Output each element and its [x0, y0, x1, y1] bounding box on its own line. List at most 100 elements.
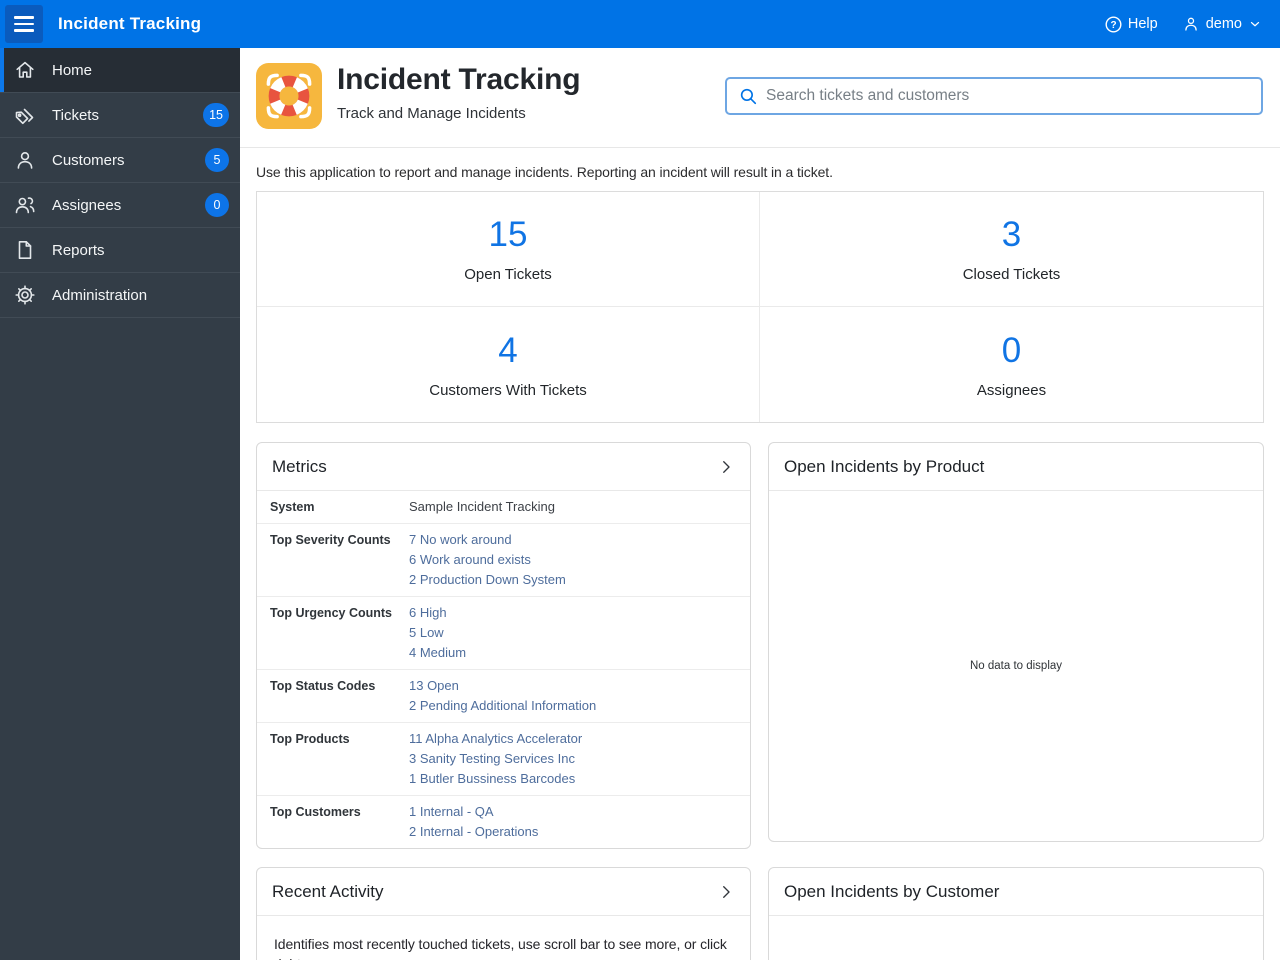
- customers-count-badge: 5: [205, 148, 229, 172]
- sidebar-item-label: Administration: [52, 286, 148, 304]
- metric-label: System: [270, 500, 315, 514]
- search-box: [725, 77, 1263, 115]
- metric-link[interactable]: 13 Open: [409, 678, 459, 693]
- metric-label: Top Customers: [270, 805, 361, 819]
- metric-link[interactable]: 5 Low: [409, 625, 444, 640]
- metric-link[interactable]: 2 Internal - Operations: [409, 824, 539, 839]
- assignees-count-badge: 0: [205, 193, 229, 217]
- metric-link[interactable]: 1 Butler Bussiness Barcodes: [409, 771, 576, 786]
- open-incidents-by-customer-card: Open Incidents by Customer: [768, 867, 1264, 960]
- no-data-message: No data to display: [969, 660, 1063, 672]
- metrics-card: Metrics System Sample Incident Tracking …: [256, 442, 751, 849]
- metric-link[interactable]: 3 Sanity Testing Services Inc: [409, 751, 575, 766]
- metric-label: Top Products: [270, 732, 350, 746]
- gear-icon: [13, 283, 37, 307]
- sidebar-item-reports[interactable]: Reports: [0, 228, 240, 273]
- help-link[interactable]: ? Help: [1105, 15, 1158, 33]
- product-chart-body: No data to display: [769, 491, 1263, 841]
- metric-link[interactable]: 4 Medium: [409, 645, 467, 660]
- main-area: Incident Tracking Track and Manage Incid…: [240, 48, 1280, 960]
- tickets-tags-icon: [13, 103, 37, 127]
- topbar-right-group: ? Help demo: [1105, 15, 1262, 33]
- card-title: Recent Activity: [272, 881, 384, 901]
- metrics-card-header: Metrics: [257, 443, 750, 491]
- search-input[interactable]: [766, 79, 1261, 113]
- chevron-right-icon[interactable]: [717, 458, 735, 476]
- metric-link[interactable]: 2 Pending Additional Information: [409, 698, 597, 713]
- metrics-row-system: System Sample Incident Tracking: [257, 491, 750, 524]
- assignees-people-icon: [13, 193, 37, 217]
- user-icon: [1182, 15, 1200, 33]
- sidebar-item-administration[interactable]: Administration: [0, 273, 240, 318]
- stat-label: Customers With Tickets: [429, 381, 587, 399]
- card-title: Open Incidents by Product: [784, 456, 985, 476]
- recent-activity-body: Identifies most recently touched tickets…: [257, 916, 750, 960]
- app-header: Incident Tracking Track and Manage Incid…: [240, 48, 1280, 148]
- metric-link[interactable]: 6 Work around exists: [409, 552, 531, 567]
- stat-label: Assignees: [976, 381, 1047, 399]
- sidebar: Home Tickets 15 Customers 5: [0, 48, 240, 960]
- help-icon: ?: [1105, 15, 1122, 33]
- stat-closed-tickets[interactable]: 3 Closed Tickets: [760, 192, 1263, 307]
- sidebar-item-label: Customers: [52, 151, 125, 169]
- stat-open-tickets[interactable]: 15 Open Tickets: [257, 192, 760, 307]
- sidebar-item-label: Assignees: [52, 196, 122, 214]
- tickets-count-badge: 15: [203, 103, 229, 127]
- metrics-row-urgency: Top Urgency Counts 6 High 5 Low 4 Medium: [257, 597, 750, 670]
- sidebar-item-assignees[interactable]: Assignees 0: [0, 183, 240, 228]
- customer-chart-body: [769, 916, 1263, 960]
- sidebar-item-tickets[interactable]: Tickets 15: [0, 93, 240, 138]
- metric-label: Top Urgency Counts: [270, 606, 392, 620]
- sidebar-item-label: Tickets: [52, 106, 99, 124]
- card-title: Open Incidents by Customer: [784, 881, 1000, 901]
- search-icon: [738, 86, 758, 106]
- report-document-icon: [13, 238, 37, 262]
- customer-chart-header: Open Incidents by Customer: [769, 868, 1263, 916]
- metric-value: Sample Incident Tracking: [409, 499, 555, 514]
- metrics-row-severity: Top Severity Counts 7 No work around 6 W…: [257, 524, 750, 597]
- card-title: Metrics: [272, 456, 327, 476]
- sidebar-item-label: Reports: [52, 241, 105, 259]
- customer-person-icon: [13, 148, 37, 172]
- metric-link[interactable]: 6 High: [409, 605, 447, 620]
- chevron-right-icon[interactable]: [717, 883, 735, 901]
- app-title-block: Incident Tracking Track and Manage Incid…: [337, 63, 581, 122]
- metric-link[interactable]: 7 No work around: [409, 532, 512, 547]
- stat-value[interactable]: 0: [1001, 330, 1022, 370]
- metric-link[interactable]: 11 Alpha Analytics Accelerator: [409, 731, 583, 746]
- user-label: demo: [1205, 16, 1242, 32]
- summary-stats-panel: 15 Open Tickets 3 Closed Tickets 4 Custo…: [256, 191, 1264, 423]
- content: Use this application to report and manag…: [240, 148, 1280, 960]
- topbar-app-title: Incident Tracking: [58, 14, 202, 33]
- hamburger-menu-button[interactable]: [5, 5, 43, 43]
- svg-text:?: ?: [1110, 20, 1116, 31]
- metric-label: Top Severity Counts: [270, 533, 391, 547]
- metrics-row-customers: Top Customers 1 Internal - QA 2 Internal…: [257, 796, 750, 848]
- stat-label: Closed Tickets: [962, 266, 1061, 283]
- product-chart-header: Open Incidents by Product: [769, 443, 1263, 491]
- sidebar-item-home[interactable]: Home: [0, 48, 240, 93]
- page-subtitle: Track and Manage Incidents: [337, 105, 526, 122]
- stat-customers-with-tickets[interactable]: 4 Customers With Tickets: [257, 307, 760, 422]
- intro-text: Use this application to report and manag…: [256, 164, 833, 180]
- metrics-row-products: Top Products 11 Alpha Analytics Accelera…: [257, 723, 750, 796]
- stat-assignees[interactable]: 0 Assignees: [760, 307, 1263, 422]
- home-icon: [13, 58, 37, 82]
- open-incidents-by-product-card: Open Incidents by Product No data to dis…: [768, 442, 1264, 842]
- stat-value[interactable]: 4: [498, 330, 518, 370]
- metric-link[interactable]: 1 Internal - QA: [409, 804, 494, 819]
- recent-activity-description: Identifies most recently touched tickets…: [274, 936, 727, 960]
- sidebar-item-customers[interactable]: Customers 5: [0, 138, 240, 183]
- page-title: Incident Tracking: [337, 63, 581, 96]
- stat-value[interactable]: 15: [488, 215, 528, 254]
- stat-value[interactable]: 3: [1001, 215, 1022, 254]
- top-bar: Incident Tracking ? Help demo: [0, 0, 1280, 48]
- stat-label: Open Tickets: [464, 266, 552, 283]
- sidebar-item-label: Home: [52, 61, 93, 79]
- metric-label: Top Status Codes: [270, 679, 376, 693]
- help-label: Help: [1127, 16, 1158, 32]
- recent-activity-header: Recent Activity: [257, 868, 750, 916]
- user-menu[interactable]: demo: [1182, 15, 1262, 33]
- chevron-down-icon: [1248, 17, 1262, 31]
- metric-link[interactable]: 2 Production Down System: [409, 572, 566, 587]
